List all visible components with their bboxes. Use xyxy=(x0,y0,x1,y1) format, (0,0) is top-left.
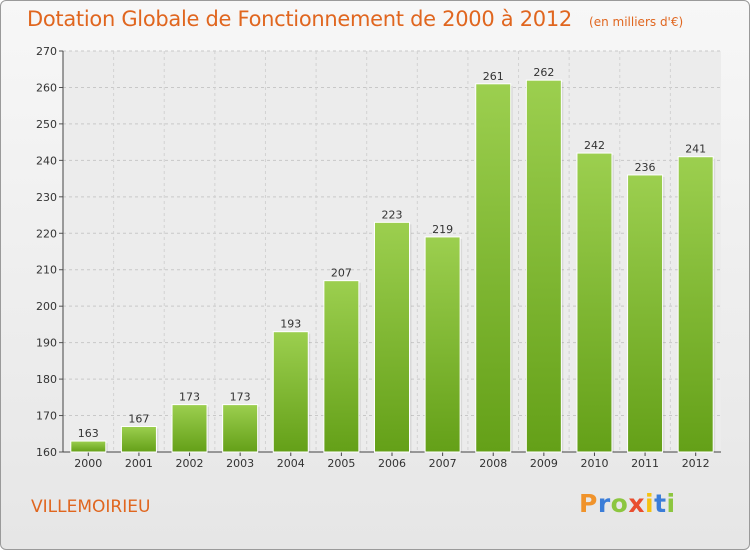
x-tick-label: 2004 xyxy=(277,457,305,470)
data-labels: 163 167 173 173 193 207 223 219 261 262 242 236 241 xyxy=(78,66,706,440)
y-tick-label: 200 xyxy=(36,300,57,313)
bar xyxy=(222,404,259,453)
chart-subtitle: (en milliers d'€) xyxy=(589,15,684,29)
logo-letter: P xyxy=(579,489,598,518)
x-tick-label: 2005 xyxy=(327,457,355,470)
y-tick-label: 270 xyxy=(36,45,57,58)
bar-value-label: 193 xyxy=(280,318,301,331)
logo-letter: r xyxy=(597,489,611,518)
logo-letter: i xyxy=(645,489,655,518)
bar xyxy=(70,440,107,453)
y-tick-label: 230 xyxy=(36,191,57,204)
bar-value-label: 223 xyxy=(382,208,403,221)
commune-name: VILLEMOIRIEU xyxy=(31,497,151,517)
logo-letter: x xyxy=(628,489,645,518)
bar xyxy=(677,156,714,453)
bar xyxy=(627,174,664,453)
y-tick-label: 170 xyxy=(36,410,57,423)
chart-title: Dotation Globale de Fonctionnement de 20… xyxy=(27,7,572,31)
x-tick-label: 2011 xyxy=(631,457,659,470)
bar xyxy=(272,331,309,453)
x-tick-label: 2009 xyxy=(530,457,558,470)
y-tick-label: 250 xyxy=(36,118,57,131)
x-tick-label: 2008 xyxy=(479,457,507,470)
bar-value-label: 262 xyxy=(533,66,554,79)
bar xyxy=(374,221,410,453)
bar xyxy=(120,425,157,453)
bar-value-label: 241 xyxy=(685,143,706,156)
title-row: Dotation Globale de Fonctionnement de 20… xyxy=(27,7,683,31)
y-tick-label: 180 xyxy=(36,373,57,386)
bar xyxy=(525,79,562,453)
logo-letter: t xyxy=(654,489,667,518)
bar-value-label: 219 xyxy=(432,223,453,236)
y-tick-label: 240 xyxy=(36,154,57,167)
bar xyxy=(475,83,512,453)
bar xyxy=(171,404,208,453)
bar-value-label: 261 xyxy=(483,70,504,83)
bar-value-label: 207 xyxy=(331,267,352,280)
bars xyxy=(70,79,716,453)
proxiti-logo[interactable]: Proxiti xyxy=(579,489,676,518)
bar xyxy=(424,236,461,453)
y-tick-label: 260 xyxy=(36,81,57,94)
bar-value-label: 163 xyxy=(78,427,99,440)
bar-value-label: 236 xyxy=(635,161,656,174)
bar-value-label: 242 xyxy=(584,139,605,152)
y-tick-label: 190 xyxy=(36,337,57,350)
bar-value-label: 173 xyxy=(179,391,200,404)
x-tick-label: 2010 xyxy=(580,457,608,470)
bar-value-label: 167 xyxy=(128,412,149,425)
x-tick-label: 2003 xyxy=(226,457,254,470)
logo-letter: i xyxy=(666,489,676,518)
y-tick-label: 210 xyxy=(36,264,57,277)
x-tick-label: 2001 xyxy=(125,457,153,470)
bar-value-label: 173 xyxy=(230,391,251,404)
bar xyxy=(576,152,613,453)
y-tick-label: 160 xyxy=(36,446,57,459)
x-tick-label: 2002 xyxy=(176,457,204,470)
axes: 160 170 180 190 200 210 220 230 240 250 260 270 2000… xyxy=(36,45,721,470)
x-tick-label: 2000 xyxy=(74,457,102,470)
bar xyxy=(323,280,360,453)
logo-letter: o xyxy=(610,489,629,518)
y-tick-label: 220 xyxy=(36,227,57,240)
x-tick-label: 2012 xyxy=(682,457,710,470)
x-tick-label: 2006 xyxy=(378,457,406,470)
x-tick-label: 2007 xyxy=(429,457,457,470)
